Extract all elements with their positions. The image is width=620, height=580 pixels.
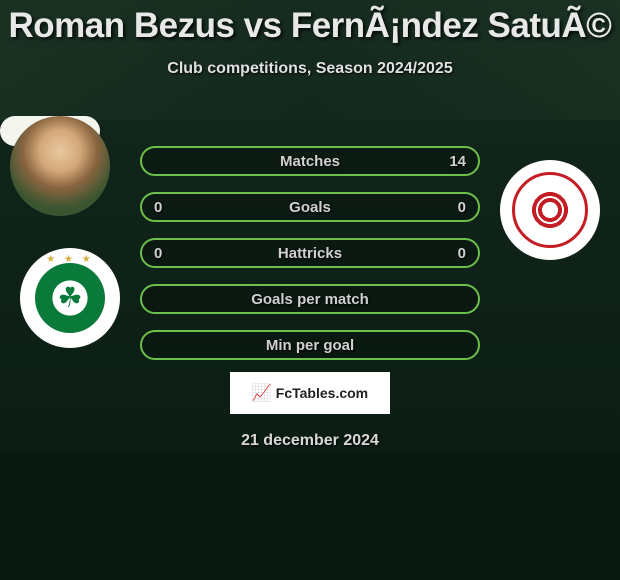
- page-title: Roman Bezus vs FernÃ¡ndez SatuÃ©: [0, 0, 620, 46]
- content-root: Roman Bezus vs FernÃ¡ndez SatuÃ© Club co…: [0, 0, 620, 450]
- club-left-crest-icon: [35, 263, 105, 333]
- stat-rows: Matches 14 0 Goals 0 0 Hattricks 0 Goals…: [140, 146, 480, 376]
- player-left-photo: [10, 116, 110, 216]
- club-right-badge: [500, 160, 600, 260]
- stat-right-value: 0: [458, 245, 466, 262]
- watermark: 📈 FcTables.com: [230, 372, 390, 414]
- stat-right-value: 14: [449, 153, 466, 170]
- stat-left-value: 0: [154, 199, 162, 216]
- stat-row-goals: 0 Goals 0: [140, 192, 480, 222]
- watermark-text: FcTables.com: [276, 385, 368, 401]
- player-left-photo-inner: [10, 116, 110, 216]
- stat-row-goals-per-match: Goals per match: [140, 284, 480, 314]
- stat-label: Matches: [280, 153, 340, 170]
- stat-right-value: 0: [458, 199, 466, 216]
- stat-row-min-per-goal: Min per goal: [140, 330, 480, 360]
- club-right-crest-icon: [512, 172, 588, 248]
- stat-left-value: 0: [154, 245, 162, 262]
- chart-icon: 📈: [252, 383, 272, 403]
- comparison-area: ★ ★ ★ Matches 14 0 Goals 0 0 Hattricks 0: [0, 116, 620, 356]
- stat-row-matches: Matches 14: [140, 146, 480, 176]
- stat-label: Hattricks: [278, 245, 342, 262]
- stat-label: Goals: [289, 199, 331, 216]
- subtitle: Club competitions, Season 2024/2025: [0, 60, 620, 78]
- stat-row-hattricks: 0 Hattricks 0: [140, 238, 480, 268]
- date-label: 21 december 2024: [0, 432, 620, 450]
- stat-label: Goals per match: [251, 291, 369, 308]
- stat-label: Min per goal: [266, 337, 354, 354]
- club-left-badge: ★ ★ ★: [20, 248, 120, 348]
